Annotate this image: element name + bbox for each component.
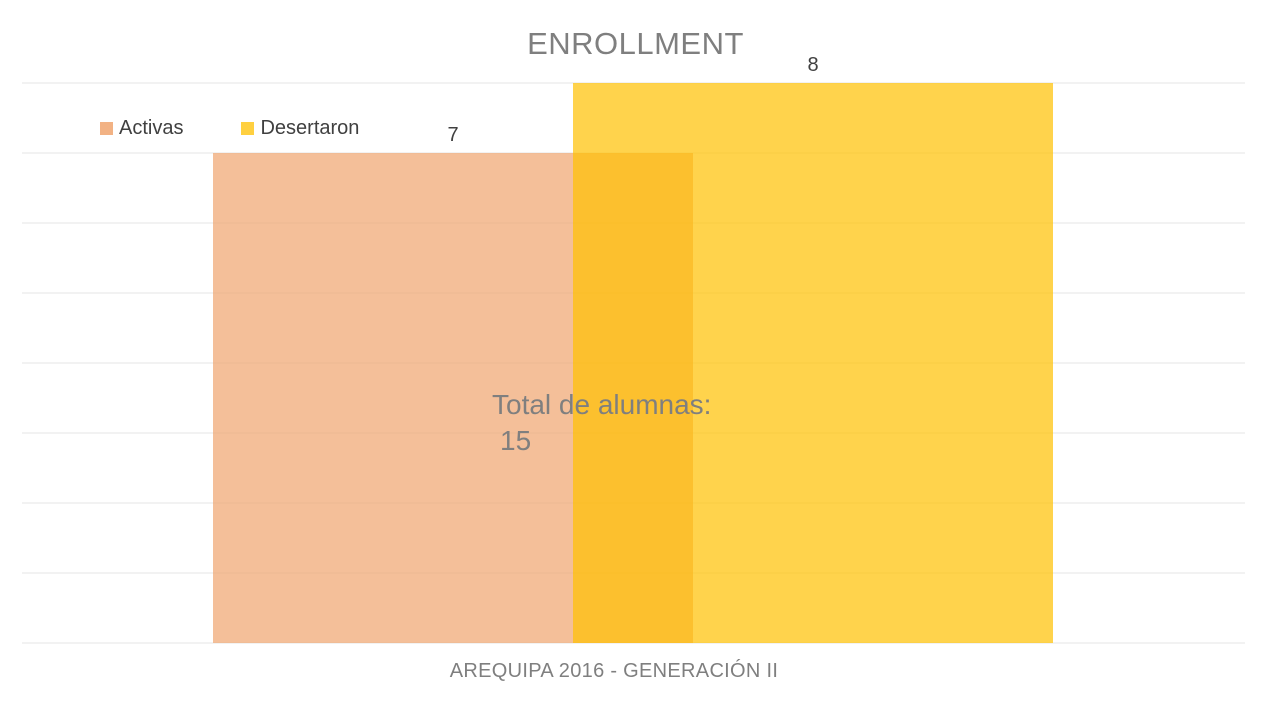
legend-item-desertaron: Desertaron (241, 117, 359, 140)
total-annotation: Total de alumnas: 15 (492, 387, 711, 460)
legend-label-activas: Activas (119, 117, 184, 139)
data-label-desertaron: 8 (807, 54, 818, 76)
chart-title: ENROLLMENT (527, 26, 744, 61)
legend-label-desertaron: Desertaron (260, 117, 360, 139)
total-annotation-label: Total de alumnas: (492, 389, 712, 420)
legend-swatch-activas (100, 122, 113, 135)
bar-desertaron (573, 83, 1053, 643)
legend-swatch-desertaron (241, 122, 255, 135)
total-annotation-value: 15 (500, 425, 532, 457)
legend: Activas Desertaron (100, 117, 417, 140)
data-label-activas: 7 (447, 124, 458, 146)
x-axis-category-label: AREQUIPA 2016 - GENERACIÓN II (449, 660, 779, 682)
legend-item-activas: Activas (100, 117, 183, 140)
